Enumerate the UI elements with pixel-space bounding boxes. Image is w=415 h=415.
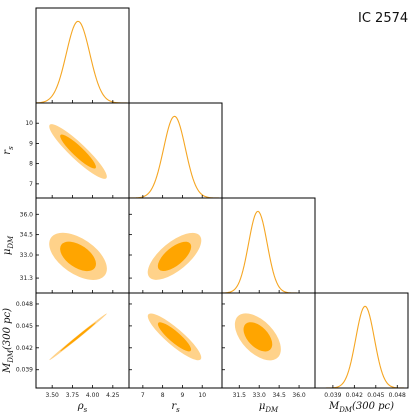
x-tick-label: 3.75 [66,392,80,399]
y-tick-label: 34.5 [20,232,34,239]
x-axis-label-mdm: MDM(300 pc) [328,401,394,414]
y-axis-label-rs: rs [2,146,15,155]
marginal-curve-mdm [315,305,408,388]
y-tick-label: 7 [29,181,33,188]
panel-mdm-mu: 31.5 33.0 34.5 36.0 [221,292,316,399]
axis-label-sub: s [84,406,88,414]
panel-rs-rho: 7 8 9 10 [25,102,130,199]
x-tick-label: 31.5 [233,392,247,399]
marginal-curve-rs [129,115,222,198]
panel-mu-rho: 31.3 33.0 34.5 36.0 [20,197,130,294]
y-tick-label: 0.048 [16,301,33,308]
chart-title: IC 2574 [358,11,408,26]
marginal-curve-mu [222,210,315,293]
x-tick-label: 0.042 [346,392,363,399]
panel-mdm-rho: 3.50 3.75 4.00 4.25 0.039 0.042 0.045 0.048 [16,292,130,399]
panel-frame [35,292,130,389]
x-tick-label: 4.25 [106,392,120,399]
x-tick-label: 0.048 [389,392,406,399]
contour-inner-rho-mdm [60,322,96,352]
x-tick-label: 34.5 [272,392,286,399]
panel-mdm-mdm: 0.039 0.042 0.045 0.048 [314,292,409,399]
axis-label-sub: s [176,406,180,414]
y-axis-label-mu: μDM [2,235,15,255]
panel-frame [221,197,316,294]
axis-label-suffix: (300 pc) [352,401,394,412]
panel-frame [314,292,409,389]
y-tick-label: 36.0 [20,211,34,218]
y-tick-label: 31.3 [20,275,34,282]
y-tick-label: 0.042 [16,345,33,352]
x-tick-label: 36.0 [292,392,306,399]
contour-inner-rho-rs [60,134,96,169]
axis-label-suffix: (300 pc) [2,308,13,350]
y-tick-label: 10 [25,120,33,127]
axis-label-sub: DM [264,406,279,414]
y-tick-label: 8 [29,161,33,168]
x-tick-label: 7 [141,392,145,399]
contour-inner-mu-mdm [243,322,273,352]
y-tick-label: 0.045 [16,323,33,330]
panel-mdm-rs: 7 8 9 10 [128,292,223,399]
axis-label-sub: s [7,146,15,150]
contour-inner-rs-mdm [157,322,192,352]
y-tick-label: 0.039 [16,367,33,374]
panel-frame [35,7,130,104]
x-tick-label: 3.50 [45,392,59,399]
x-tick-label: 33.0 [253,392,267,399]
axis-label-sub: DM [7,349,15,364]
panel-rho-rho [35,7,130,104]
x-axis-label-mu: μDM [259,401,279,414]
x-tick-label: 8 [161,392,165,399]
y-tick-label: 33.0 [20,252,34,259]
y-tick-label: 9 [29,140,33,147]
axis-label-sub: DM [338,406,353,414]
panels-group: 7 8 9 10 31.3 33.0 34.5 36.0 3.50 3.75 4.00 4.25 0.0… [2,7,409,414]
contour-inner-rs-mu [157,241,192,272]
x-tick-label: 4.00 [86,392,100,399]
y-axis-label-mdm: MDM(300 pc) [2,308,15,374]
panel-rs-rs [128,102,223,199]
x-tick-label: 9 [181,392,185,399]
x-tick-label: 10 [198,392,206,399]
marginal-curve-rho [36,20,129,103]
axis-label-sub: DM [7,235,15,250]
contour-inner-rho-mu [60,241,96,272]
panel-mu-rs [128,197,223,294]
x-tick-label: 0.045 [367,392,384,399]
x-axis-label-rs: rs [171,401,180,414]
x-axis-label-rho: ρs [77,401,88,414]
x-tick-label: 0.039 [324,392,341,399]
panel-mu-mu [221,197,316,294]
